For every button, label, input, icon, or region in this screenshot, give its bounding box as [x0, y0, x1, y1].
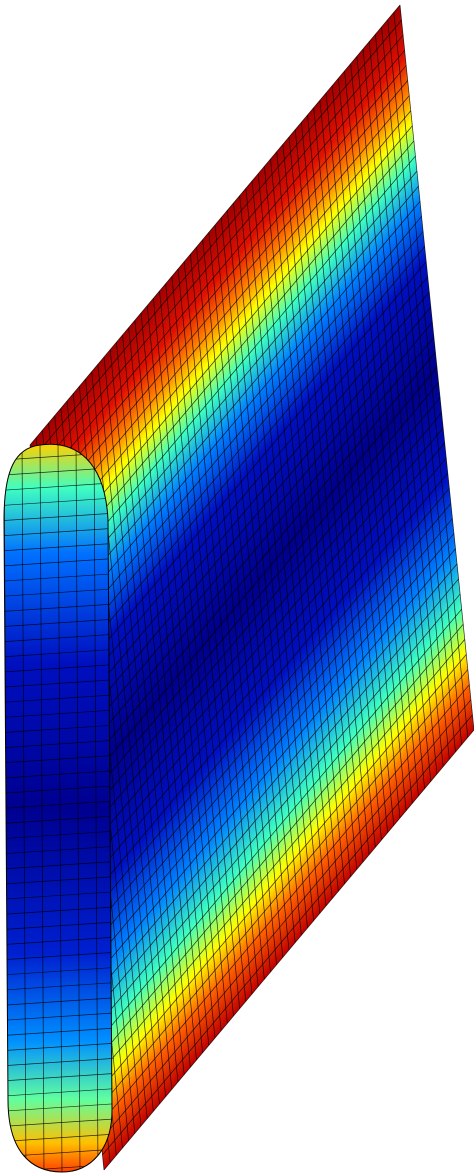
- mesh-line: [96, 654, 466, 1094]
- mesh-line: [79, 488, 449, 928]
- mesh-line: [4, 572, 112, 582]
- mesh-line: [67, 368, 437, 808]
- mesh-line: [82, 519, 452, 959]
- mesh-line: [4, 1118, 112, 1127]
- mesh-line: [89, 579, 459, 1019]
- mesh-line: [4, 951, 112, 961]
- mesh-line: [55, 247, 425, 687]
- mesh-line: [4, 936, 112, 946]
- mesh-line: [56, 262, 426, 702]
- mesh-line: [4, 981, 112, 991]
- mesh-line: [4, 648, 112, 658]
- mesh-line: [4, 966, 112, 976]
- mesh-line: [4, 678, 112, 688]
- mesh-line: [92, 609, 462, 1049]
- mesh-line: [4, 1103, 112, 1112]
- mesh-line: [70, 398, 440, 838]
- mesh-line: [4, 603, 112, 612]
- mesh-line: [69, 383, 439, 823]
- mesh-line: [81, 503, 451, 943]
- mesh-line: [90, 594, 460, 1034]
- mesh-line: [53, 232, 423, 672]
- mesh-line: [58, 277, 428, 717]
- front-cap: [3, 443, 113, 1173]
- mesh-line: [76, 458, 446, 898]
- mesh-line: [49, 186, 419, 626]
- mesh-line: [39, 444, 45, 1172]
- mesh-line: [62, 322, 432, 762]
- mesh-line: [72, 413, 442, 853]
- mesh-line: [4, 482, 112, 491]
- mesh-line: [4, 618, 112, 628]
- mesh-line: [4, 663, 112, 673]
- mesh-line: [35, 50, 405, 490]
- mesh-line: [93, 444, 99, 1172]
- mesh-line: [47, 171, 417, 611]
- mesh-line: [4, 1027, 112, 1037]
- mesh-line: [64, 337, 434, 777]
- mesh-line: [38, 81, 408, 521]
- mesh-line: [93, 624, 463, 1064]
- mesh-line: [4, 724, 112, 734]
- mesh-line: [4, 906, 112, 915]
- mesh-line: [4, 1012, 112, 1021]
- mesh-line: [4, 1133, 112, 1143]
- mesh-line: [33, 35, 403, 475]
- mesh-line: [30, 5, 400, 445]
- mesh-line: [4, 1042, 112, 1052]
- mesh-line: [4, 1087, 112, 1097]
- mesh-line: [95, 639, 465, 1079]
- mesh-line: [21, 444, 27, 1172]
- mesh-line: [4, 875, 112, 885]
- cap-mesh: [4, 444, 112, 1172]
- mesh-line: [59, 292, 429, 732]
- mesh-line: [4, 557, 112, 567]
- cap-fill: [3, 443, 113, 1173]
- mesh-line: [4, 694, 112, 703]
- mesh-line: [50, 201, 420, 641]
- mesh-line: [4, 497, 112, 506]
- mesh-line: [75, 443, 445, 883]
- mesh-line: [4, 542, 112, 552]
- mesh-line: [39, 96, 409, 536]
- mesh-line: [78, 473, 448, 913]
- mesh-line: [104, 730, 474, 1170]
- mesh-line: [73, 428, 443, 868]
- mesh-line: [4, 1072, 112, 1082]
- mesh-line: [84, 534, 454, 974]
- mesh-line: [4, 997, 112, 1006]
- mesh-line: [98, 670, 468, 1110]
- mesh-line: [4, 709, 112, 718]
- mesh-line: [4, 588, 112, 597]
- mesh-line: [4, 527, 112, 537]
- mesh-line: [86, 549, 456, 989]
- mesh-line: [36, 65, 406, 505]
- mesh-line: [101, 700, 471, 1140]
- mesh-line: [102, 715, 472, 1155]
- mesh-line: [87, 564, 457, 1004]
- mesh-line: [4, 1057, 112, 1067]
- mesh-line: [75, 444, 81, 1172]
- mesh-line: [4, 891, 112, 900]
- mesh-line: [41, 111, 411, 551]
- mesh-line: [61, 307, 431, 747]
- mesh-line: [4, 512, 112, 522]
- mesh-line: [57, 444, 63, 1172]
- mesh-line: [4, 633, 112, 643]
- mesh-line: [65, 352, 435, 792]
- mesh-line: [99, 685, 469, 1125]
- mesh-line: [52, 216, 422, 656]
- mesh-line: [4, 921, 112, 931]
- mesh-line: [32, 20, 402, 460]
